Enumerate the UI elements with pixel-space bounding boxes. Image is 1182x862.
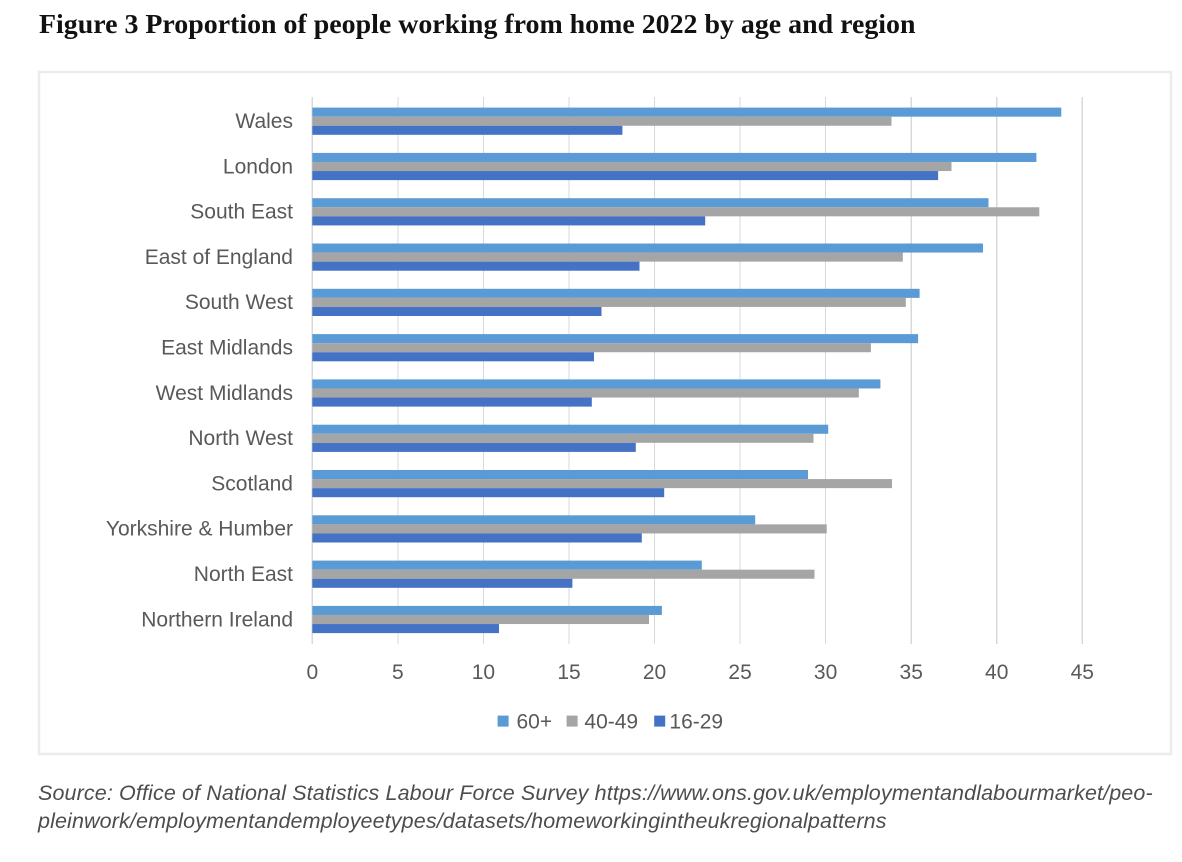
svg-text:15: 15 xyxy=(557,661,580,684)
svg-text:East of England: East of England xyxy=(145,246,293,269)
svg-text:10: 10 xyxy=(472,661,495,684)
svg-text:Scotland: Scotland xyxy=(211,472,293,495)
svg-text:South West: South West xyxy=(185,291,293,314)
svg-text:East Midlands: East Midlands xyxy=(161,337,293,360)
svg-text:16-29: 16-29 xyxy=(669,710,723,733)
svg-text:30: 30 xyxy=(814,661,837,684)
svg-text:40-49: 40-49 xyxy=(584,710,638,733)
svg-text:20: 20 xyxy=(643,661,666,684)
svg-text:West Midlands: West Midlands xyxy=(156,382,293,405)
svg-text:40: 40 xyxy=(985,661,1008,684)
svg-text:London: London xyxy=(223,155,293,178)
svg-text:25: 25 xyxy=(728,661,751,684)
svg-text:45: 45 xyxy=(1071,661,1094,684)
svg-text:North West: North West xyxy=(188,427,293,450)
svg-text:Northern Ireland: Northern Ireland xyxy=(141,608,293,631)
svg-text:5: 5 xyxy=(392,661,404,684)
svg-text:Wales: Wales xyxy=(235,110,293,133)
svg-text:South East: South East xyxy=(190,201,293,224)
svg-text:60+: 60+ xyxy=(517,710,553,733)
svg-text:0: 0 xyxy=(306,661,318,684)
svg-text:35: 35 xyxy=(900,661,923,684)
svg-text:North East: North East xyxy=(194,563,293,586)
svg-text:Yorkshire & Humber: Yorkshire & Humber xyxy=(106,518,293,541)
